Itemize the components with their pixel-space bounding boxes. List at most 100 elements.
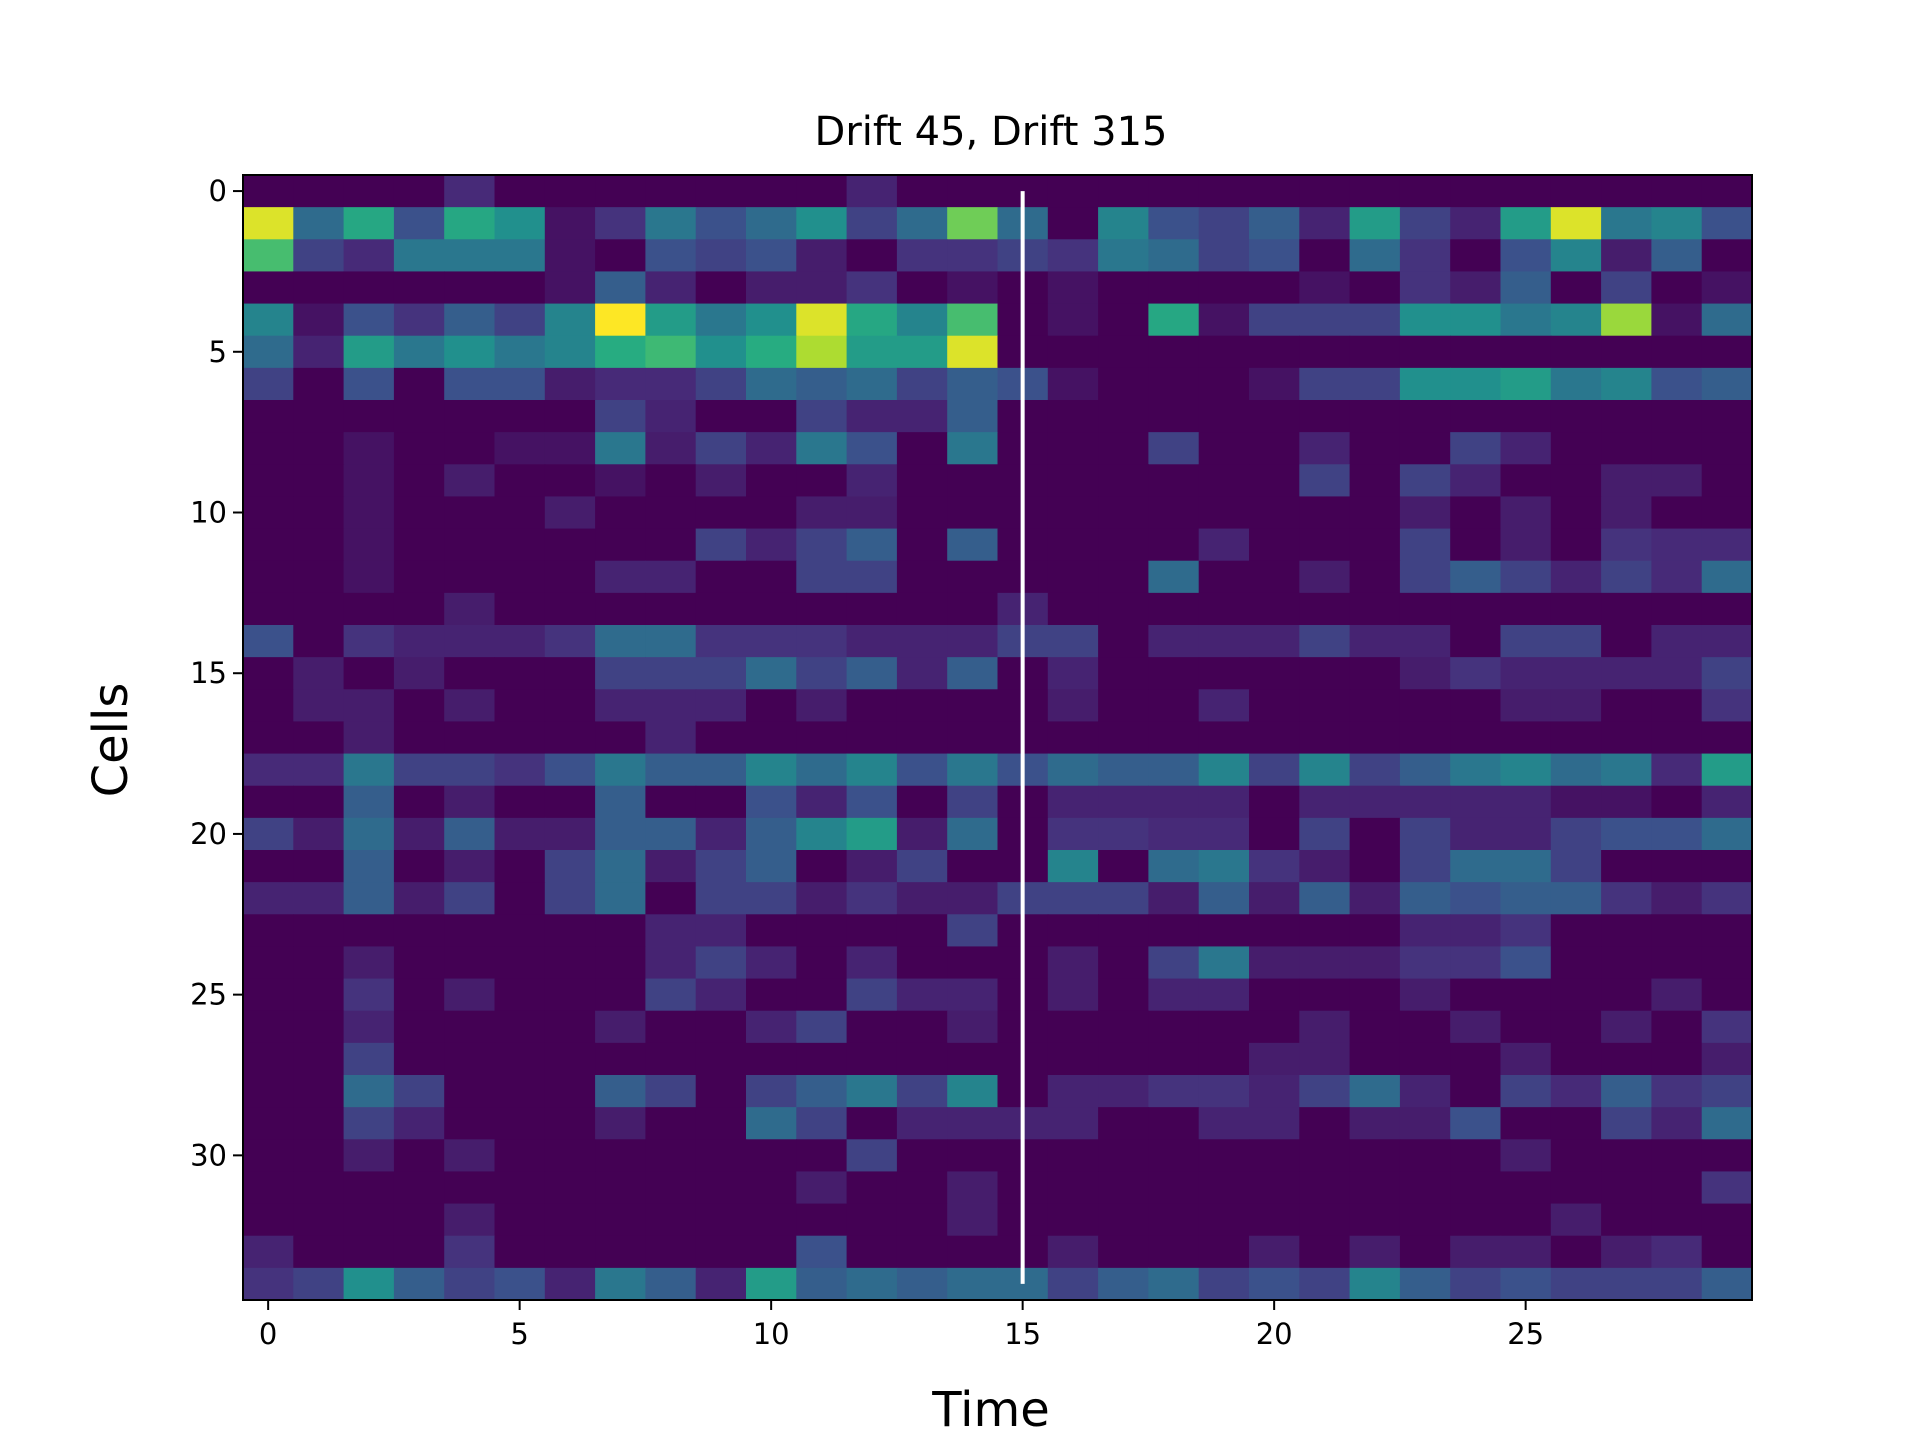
heatmap-cell [1047,432,1099,465]
heatmap-cell [1098,785,1149,819]
heatmap-cell [695,496,747,530]
heatmap-cell [1098,625,1149,658]
heatmap-cell [1047,1107,1099,1140]
heatmap-cell [1450,528,1502,562]
heatmap-cell [1148,207,1200,240]
heatmap-cell [796,1107,848,1140]
heatmap-cell [1098,1235,1149,1269]
heatmap-cell [746,978,797,1012]
heatmap-cell [444,303,496,337]
heatmap-cell [1651,1171,1703,1205]
heatmap-cell [1450,560,1502,594]
heatmap-cell [393,335,445,369]
heatmap-cell [1601,496,1652,530]
heatmap-cell [494,850,546,883]
heatmap-cell [695,528,747,562]
heatmap-cell [1500,175,1552,208]
heatmap-cell [1148,528,1200,562]
heatmap-cell [645,1235,697,1269]
heatmap-cell [1500,850,1552,883]
heatmap-cell [1601,464,1652,498]
heatmap-cell [1601,432,1652,465]
heatmap-cell [1550,303,1602,337]
heatmap-cell [1450,400,1502,433]
x-tick-label: 0 [259,1317,277,1351]
heatmap-cell [746,657,797,690]
heatmap-cell [746,207,797,240]
heatmap-cell [846,271,898,305]
heatmap-cell [1098,850,1149,883]
heatmap-cell [243,657,294,690]
heatmap-cell [1500,689,1552,723]
heatmap-cell [1500,464,1552,498]
heatmap-cell [1701,400,1753,433]
heatmap-cell [1299,432,1351,465]
heatmap-cell [947,207,999,240]
heatmap-cell [796,785,848,819]
x-tick-label: 5 [510,1317,528,1351]
heatmap-cell [695,367,747,401]
heatmap-cell [595,657,646,690]
heatmap-cell [544,817,596,851]
heatmap-cell [746,850,797,883]
heatmap-cell [1450,1010,1502,1044]
heatmap-cell [1349,1267,1401,1301]
heatmap-cell [393,657,445,690]
heatmap-cell [544,1010,596,1044]
heatmap-cell [1399,1075,1451,1108]
heatmap-cell [1047,400,1099,433]
x-tick-label: 10 [753,1317,790,1351]
x-tick-label: 15 [1004,1317,1041,1351]
heatmap-cell [746,946,797,980]
heatmap-cell [444,850,496,883]
heatmap-cell [1098,657,1149,690]
heatmap-cell [896,1107,948,1140]
heatmap-cell [896,946,948,980]
heatmap-cell [1651,1042,1703,1076]
heatmap-cell [1450,817,1502,851]
heatmap-cell [896,785,948,819]
heatmap-cell [1550,1139,1602,1173]
heatmap-cell [343,592,395,626]
heatmap-cell [1047,464,1099,498]
heatmap-cell [1047,1010,1099,1044]
heatmap-cell [393,1235,445,1269]
heatmap-cell [393,560,445,594]
heatmap-cell [645,592,697,626]
chart-title: Drift 45, Drift 315 [815,109,1168,155]
heatmap-cell [1601,303,1652,337]
heatmap-cell [1299,785,1351,819]
heatmap-cell [444,1139,496,1173]
heatmap-cell [243,1010,294,1044]
heatmap-cell [293,592,345,626]
heatmap-cell [645,625,697,658]
heatmap-cell [544,400,596,433]
heatmap-cell [1349,657,1401,690]
heatmap-cell [846,1171,898,1205]
heatmap-cell [343,1267,395,1301]
heatmap-cell [1601,239,1652,273]
heatmap-cell [746,625,797,658]
heatmap-cell [1399,817,1451,851]
heatmap-cell [393,496,445,530]
heatmap-cell [293,1075,345,1108]
heatmap-cell [1198,400,1250,433]
heatmap-cell [494,1042,546,1076]
heatmap-cell [1500,528,1552,562]
heatmap-cell [1148,882,1200,915]
heatmap-cell [645,1171,697,1205]
heatmap-cell [1349,432,1401,465]
heatmap-cell [1249,1267,1300,1301]
heatmap-cell [1249,335,1300,369]
heatmap-cell [746,1107,797,1140]
heatmap-cells [243,175,1753,1301]
heatmap-cell [1098,367,1149,401]
heatmap-cell [695,335,747,369]
heatmap-cell [947,1267,999,1301]
heatmap-cell [1500,1171,1552,1205]
heatmap-cell [1349,1042,1401,1076]
heatmap-cell [1098,817,1149,851]
heatmap-cell [1651,946,1703,980]
heatmap-cell [1299,1203,1351,1237]
heatmap-cell [695,817,747,851]
